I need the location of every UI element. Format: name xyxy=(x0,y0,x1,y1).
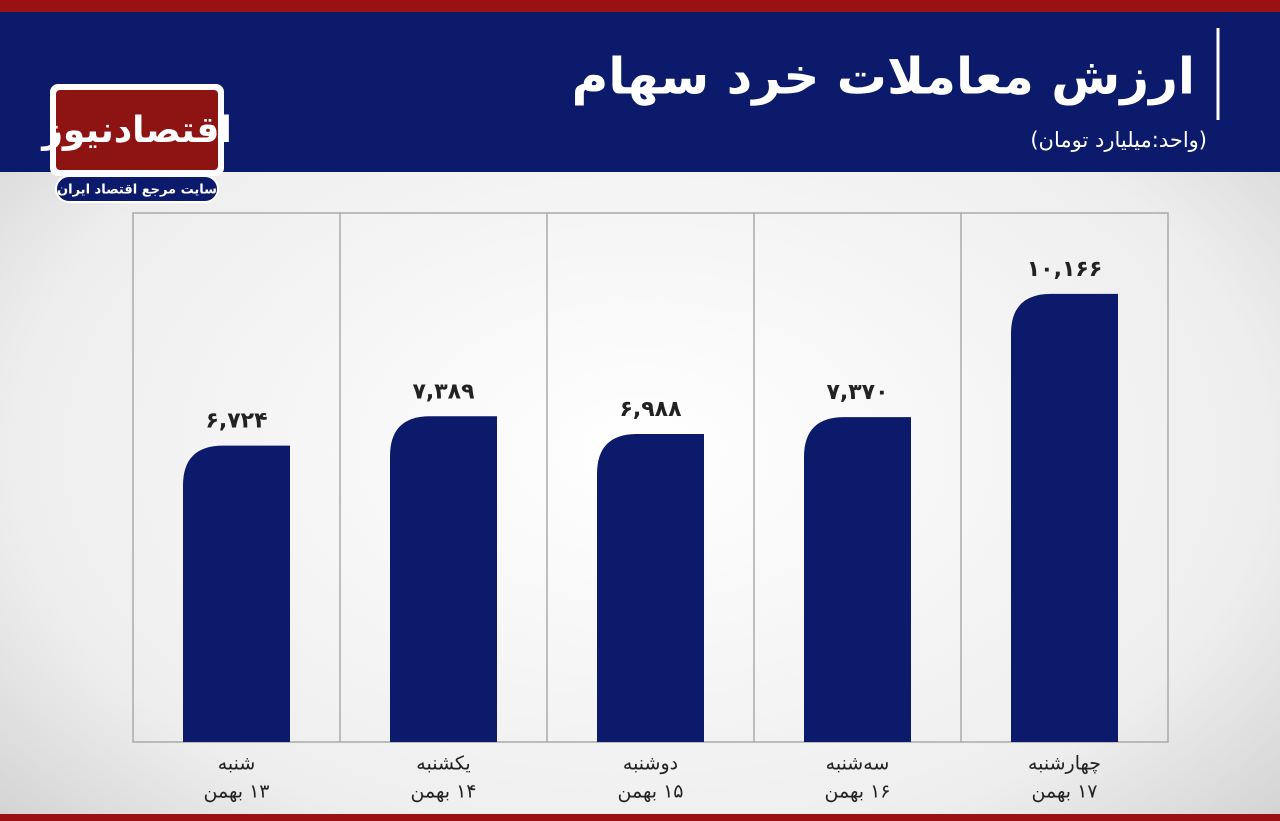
bar xyxy=(390,416,497,742)
chart-subtitle: (واحد:میلیارد تومان) xyxy=(1030,128,1207,152)
x-tick-label: شنبه xyxy=(218,753,256,775)
x-tick-label: دوشنبه xyxy=(623,753,678,775)
value-label: ۱۰,۱۶۶ xyxy=(1027,257,1103,282)
x-tick-label: سه‌شنبه xyxy=(826,753,890,775)
logo-name: اقتصادنیوز xyxy=(40,110,232,151)
value-label: ۷,۳۷۰ xyxy=(826,380,888,405)
x-tick-label: ۱۳ بهمن xyxy=(204,781,270,803)
x-tick-label: یکشنبه xyxy=(416,753,470,775)
x-tick-label: ۱۵ بهمن xyxy=(618,781,684,803)
bar xyxy=(804,417,911,742)
logo-tagline: سایت مرجع اقتصاد ایران xyxy=(57,183,217,198)
bar xyxy=(597,433,704,742)
bar xyxy=(1011,293,1118,742)
x-tick-label: ۱۴ بهمن xyxy=(411,781,477,803)
logo-box xyxy=(56,90,218,170)
value-label: ۷,۳۸۹ xyxy=(412,379,474,404)
top-stripe xyxy=(0,0,1280,12)
x-tick-label: ۱۶ بهمن xyxy=(825,781,891,803)
chart-title: ارزش معاملات خرد سهام xyxy=(572,48,1195,107)
logo-tagline-pill xyxy=(55,175,219,203)
bottom-stripe xyxy=(0,814,1280,821)
x-tick-label: چهارشنبه xyxy=(1028,753,1101,775)
value-label: ۶,۷۲۴ xyxy=(205,409,267,434)
value-label: ۶,۹۸۸ xyxy=(619,397,682,422)
bar xyxy=(183,445,290,742)
x-tick-label: ۱۷ بهمن xyxy=(1032,781,1098,803)
